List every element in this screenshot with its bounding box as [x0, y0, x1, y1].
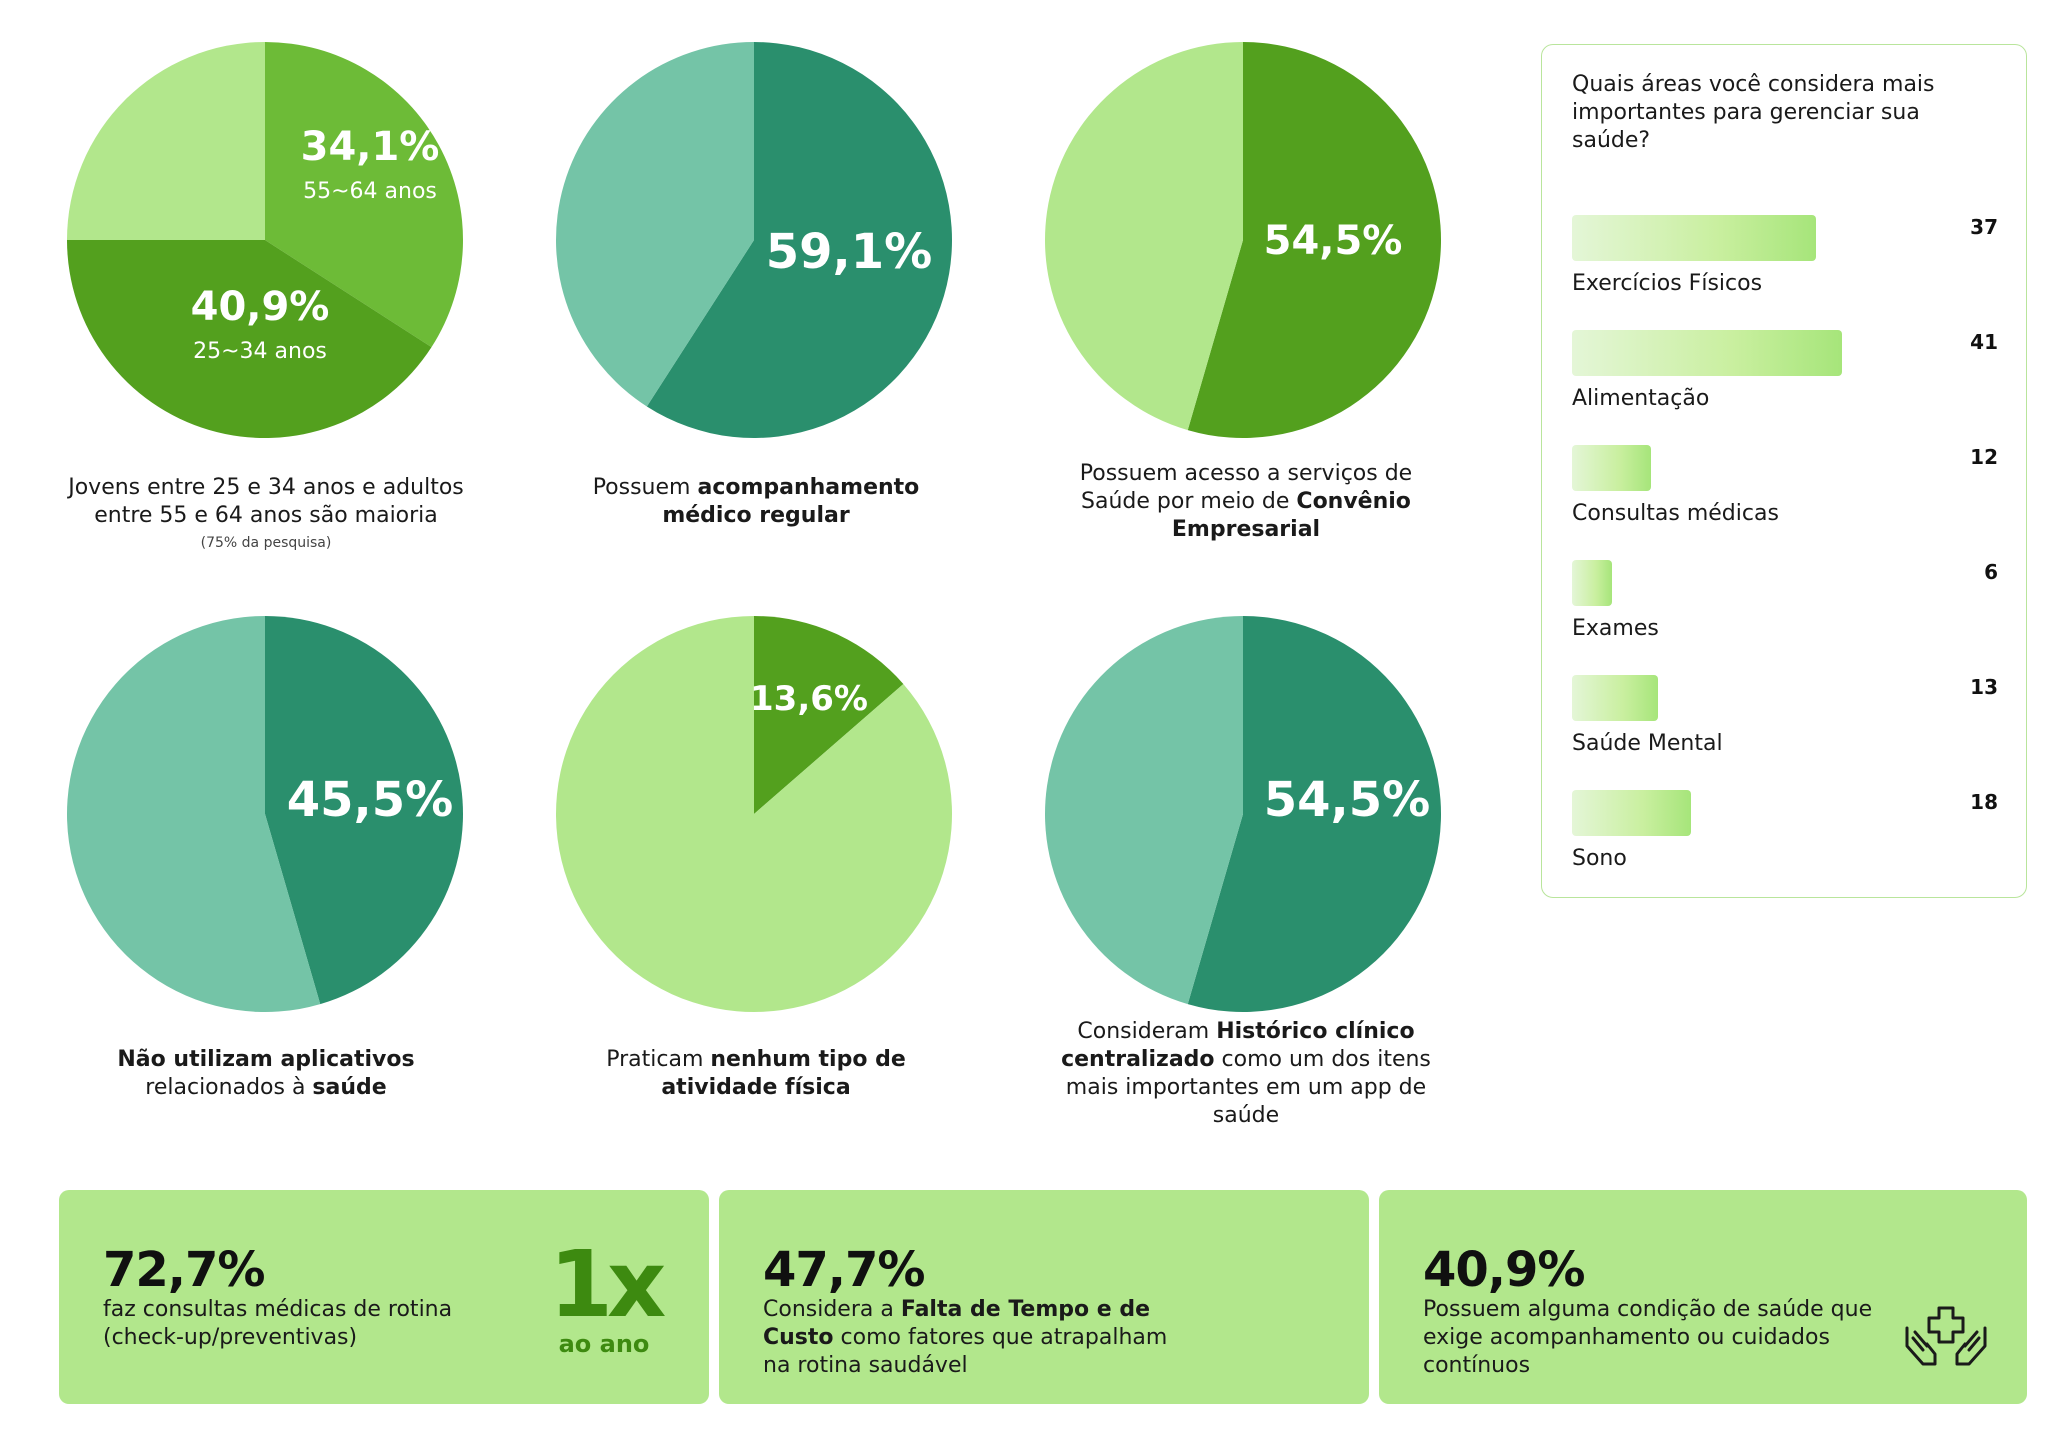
bar-category-label: Exercícios Físicos [1572, 271, 1763, 296]
bar [1572, 560, 1612, 606]
pie-caption-text: Não utilizam aplicativos relacionados à … [117, 1047, 415, 1100]
pie-slice-label: 13,6% [750, 679, 868, 719]
pie-slice [556, 42, 754, 407]
hands-medical-cross-icon [1905, 1306, 1987, 1366]
bar-category-label: Alimentação [1572, 386, 1710, 411]
bar [1572, 675, 1658, 721]
stat-card-text: faz consultas médicas de rotina (check-u… [103, 1297, 453, 1350]
frequency-badge-unit: ao ano [558, 1330, 650, 1358]
pie-slice-label: 45,5% [287, 772, 454, 828]
pie-chart-clinical-history: 54,5% [1045, 616, 1442, 1013]
pie-slice [754, 616, 904, 814]
bar [1572, 330, 1842, 376]
pie-caption-no-health-apps: Não utilizam aplicativos relacionados à … [66, 1046, 466, 1102]
pie-slice [66, 616, 321, 1013]
pie-caption-clinical-history: Consideram Histórico clínico centralizad… [1036, 1018, 1456, 1130]
pie-caption-text: Consideram Histórico clínico centralizad… [1061, 1019, 1431, 1128]
bar-item: 13 Saúde Mental [1572, 675, 1998, 775]
pie-caption-medical-followup: Possuem acompanhamento médico regular [556, 474, 956, 530]
pie-caption-corporate-plan: Possuem acesso a serviços de Saúde por m… [1046, 460, 1446, 544]
stat-card-value: 47,7% [763, 1242, 926, 1298]
bar-item: 37 Exercícios Físicos [1572, 215, 1998, 315]
bar-item: 12 Consultas médicas [1572, 445, 1998, 545]
pie-slice-label: 59,1% [766, 224, 933, 280]
stat-card-value: 72,7% [103, 1242, 266, 1298]
pie-caption-note: (75% da pesquisa) [200, 535, 332, 551]
bar-category-label: Sono [1572, 846, 1627, 871]
pie-slice-sublabel: 25~34 anos [193, 339, 327, 364]
pie-caption-text: Praticam nenhum tipo de atividade física [606, 1047, 906, 1100]
pie-slice [1187, 616, 1442, 1013]
bar-category-label: Saúde Mental [1572, 731, 1723, 756]
bar-value-label: 13 [1970, 675, 1998, 699]
pie-slice [556, 616, 952, 1013]
pie-caption-text: Jovens entre 25 e 34 anos e adultos entr… [68, 475, 464, 528]
pie-slice [265, 42, 463, 348]
bar-item: 41 Alimentação [1572, 330, 1998, 430]
bar-category-label: Exames [1572, 616, 1659, 641]
pie-slice-label: 54,5% [1264, 218, 1403, 264]
stat-card-text: Possuem alguma condição de saúde que exi… [1423, 1297, 1873, 1378]
bar-value-label: 37 [1970, 215, 1998, 239]
pie-chart-no-physical-activity: 13,6% [556, 616, 952, 1013]
bar [1572, 790, 1691, 836]
bar [1572, 445, 1651, 491]
bar-value-label: 18 [1970, 790, 1998, 814]
pie-caption-no-physical-activity: Praticam nenhum tipo de atividade física [556, 1046, 956, 1102]
stat-card-text: Considera a Falta de Tempo e de Custo co… [763, 1297, 1168, 1378]
pie-slice [1045, 42, 1243, 431]
bar-chart-title: Quais áreas você considera mais importan… [1572, 72, 1935, 153]
pie-slice-label: 40,9% [191, 284, 330, 330]
pie-slice-label: 54,5% [1264, 772, 1431, 828]
pie-chart-corporate-plan: 54,5% [1045, 42, 1441, 438]
pie-caption-text: Possuem acesso a serviços de Saúde por m… [1079, 461, 1413, 542]
pie-slice [67, 42, 265, 240]
pie-slice-sublabel: 55~64 anos [303, 179, 437, 204]
stat-card-time-cost: 47,7% Considera a Falta de Tempo e de Cu… [719, 1190, 1369, 1404]
pie-slice-label: 34,1% [301, 124, 440, 170]
bar-value-label: 12 [1970, 445, 1998, 469]
pie-slice [1045, 616, 1243, 1005]
pie-caption-age-groups: Jovens entre 25 e 34 anos e adultos entr… [46, 474, 486, 554]
pie-slice [646, 42, 953, 439]
stat-card-value: 40,9% [1423, 1242, 1586, 1298]
bar-category-label: Consultas médicas [1572, 501, 1779, 526]
bar [1572, 215, 1816, 261]
bar-item: 18 Sono [1572, 790, 1998, 890]
stat-card-routine-checkups: 72,7% faz consultas médicas de rotina (c… [59, 1190, 709, 1404]
stat-card-continuous-care: 40,9% Possuem alguma condição de saúde q… [1379, 1190, 2027, 1404]
pie-chart-age-groups: 34,1% 55~64 anos 40,9% 25~34 anos [66, 42, 463, 438]
health-areas-panel: Quais áreas você considera mais importan… [1541, 44, 2027, 898]
pie-slice [265, 616, 463, 1005]
bar-item: 6 Exames [1572, 560, 1998, 660]
pie-caption-text: Possuem acompanhamento médico regular [592, 475, 920, 528]
pie-slice [66, 240, 432, 438]
pie-chart-medical-followup: 59,1% [556, 42, 953, 439]
bar-value-label: 41 [1970, 330, 1998, 354]
pie-slice [1187, 42, 1441, 438]
pie-chart-no-health-apps: 45,5% [66, 616, 463, 1013]
bar-value-label: 6 [1984, 560, 1998, 584]
frequency-badge-value: 1x [549, 1231, 666, 1338]
